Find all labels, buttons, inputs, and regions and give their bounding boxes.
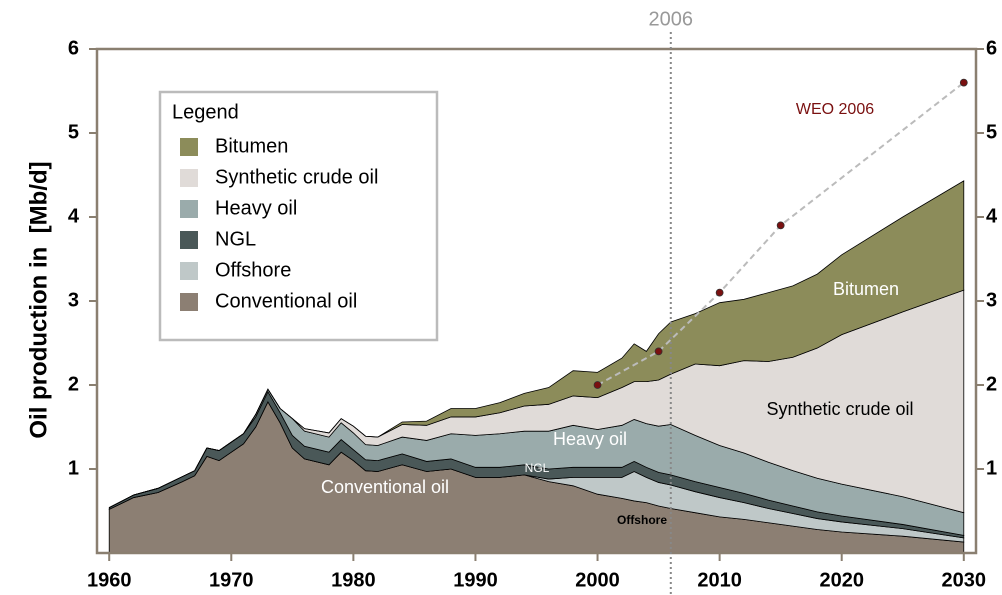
legend-title: Legend <box>172 101 239 123</box>
legend-swatch <box>180 262 198 280</box>
legend-swatch <box>180 169 198 187</box>
x-tick-label: 2000 <box>575 569 620 591</box>
weo-point <box>654 347 663 356</box>
y-tick-label: 2 <box>986 373 997 395</box>
y-tick-label: 6 <box>68 37 79 59</box>
y-axis-label: Oil production in [Mb/d] <box>25 161 52 438</box>
y-tick-label: 4 <box>986 205 998 227</box>
weo-point <box>776 221 785 230</box>
area-label: Offshore <box>617 513 667 527</box>
legend-swatch <box>180 293 198 311</box>
weo-point <box>715 288 724 297</box>
x-tick-label: 1960 <box>87 569 132 591</box>
weo-point <box>959 78 968 87</box>
legend-swatch <box>180 200 198 218</box>
weo-point <box>593 381 602 389</box>
legend-label: Heavy oil <box>215 197 297 219</box>
legend-label: NGL <box>215 228 256 250</box>
y-tick-label: 4 <box>68 205 80 227</box>
y-tick-label: 1 <box>986 457 997 479</box>
y-tick-label: 2 <box>68 373 79 395</box>
area-label: NGL <box>525 461 550 475</box>
area-label: Synthetic crude oil <box>766 399 913 419</box>
y-tick-label: 3 <box>986 289 997 311</box>
legend-swatch <box>180 138 198 156</box>
x-tick-label: 2030 <box>942 569 987 591</box>
x-tick-label: 1980 <box>331 569 376 591</box>
y-tick-label: 3 <box>68 289 79 311</box>
x-tick-label: 1990 <box>453 569 498 591</box>
x-tick-label: 2010 <box>697 569 742 591</box>
area-label: Conventional oil <box>321 477 449 497</box>
x-tick-label: 2020 <box>819 569 864 591</box>
legend-swatch <box>180 231 198 249</box>
y-tick-label: 5 <box>986 121 997 143</box>
area-label: Bitumen <box>833 279 899 299</box>
y-tick-label: 6 <box>986 37 997 59</box>
y-tick-label: 5 <box>68 121 79 143</box>
area-label: Heavy oil <box>553 429 627 449</box>
y-tick-label: 1 <box>68 457 79 479</box>
weo-label: WEO 2006 <box>796 101 874 118</box>
legend-label: Bitumen <box>215 135 288 157</box>
x-tick-label: 1970 <box>209 569 254 591</box>
legend-label: Synthetic crude oil <box>215 166 378 188</box>
legend-label: Conventional oil <box>215 290 357 312</box>
legend-box <box>158 90 439 342</box>
reference-label: 2006 <box>649 8 694 30</box>
legend-label: Offshore <box>215 259 291 281</box>
area <box>109 180 965 508</box>
legend: Legend Bitumen Synthetic crude oil Heavy oi… <box>158 90 439 342</box>
